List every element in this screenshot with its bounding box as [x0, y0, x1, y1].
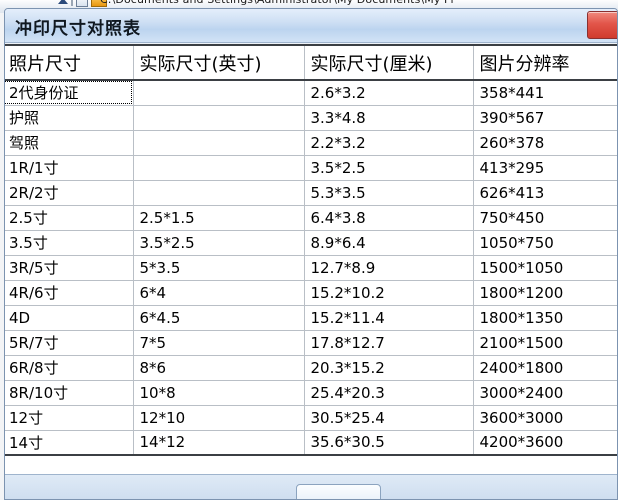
toolbar-separator	[71, 0, 73, 6]
table-cell[interactable]: 15.2*10.2	[303, 279, 474, 306]
table-cell[interactable]	[132, 79, 305, 106]
column-header-actual-size-cm[interactable]: 实际尺寸(厘米)	[303, 44, 474, 81]
table-cell[interactable]: 3.3*4.8	[303, 104, 474, 131]
table-cell[interactable]: 3R/5寸	[5, 254, 134, 281]
table-cell[interactable]: 5R/7寸	[5, 329, 134, 356]
table-cell[interactable]: 15.2*11.4	[303, 304, 474, 331]
table-cell[interactable]: 5*3.5	[132, 254, 305, 281]
table-cell[interactable]: 4R/6寸	[5, 279, 134, 306]
table-cell[interactable]: 护照	[5, 104, 134, 131]
table-cell[interactable]: 12.7*8.9	[303, 254, 474, 281]
table-cell[interactable]: 1800*1200	[472, 279, 617, 306]
table-cell[interactable]: 260*378	[472, 129, 617, 156]
table-cell[interactable]: 6.4*3.8	[303, 204, 474, 231]
table-cell[interactable]: 3600*3000	[472, 404, 617, 431]
table-cell[interactable]: 2.6*3.2	[303, 79, 474, 106]
table-cell[interactable]	[132, 129, 305, 156]
table-cell[interactable]: 1500*1050	[472, 254, 617, 281]
table-cell[interactable]: 8*6	[132, 354, 305, 381]
column-header-actual-size-in[interactable]: 实际尺寸(英寸)	[132, 44, 305, 81]
table-cell[interactable]	[132, 154, 305, 181]
table-cell[interactable]: 14寸	[5, 429, 134, 456]
folder-icon[interactable]	[91, 0, 107, 7]
table-cell[interactable]: 1R/1寸	[5, 154, 134, 181]
table-cell[interactable]: 12*10	[132, 404, 305, 431]
table-row[interactable]: 6R/8寸 8*6 20.3*15.2 2400*1800	[5, 354, 617, 381]
table-header-row: 照片尺寸 实际尺寸(英寸) 实际尺寸(厘米) 图片分辨率	[5, 44, 617, 81]
table-cell[interactable]: 30.5*25.4	[303, 404, 474, 431]
table-cell[interactable]	[132, 179, 305, 206]
table-cell[interactable]: 10*8	[132, 379, 305, 406]
active-cell[interactable]: 2代身份证	[5, 79, 134, 106]
table-cell[interactable]: 3.5*2.5	[132, 229, 305, 256]
table-cell[interactable]: 3000*2400	[472, 379, 617, 406]
table-cell[interactable]: 8.9*6.4	[303, 229, 474, 256]
table-cell[interactable]: 8R/10寸	[5, 379, 134, 406]
window-title: 冲印尺寸对照表	[15, 19, 141, 39]
table-row[interactable]: 2代身份证 2.6*3.2 358*441	[5, 79, 617, 106]
table-cell[interactable]: 5.3*3.5	[303, 179, 474, 206]
table-cell[interactable]: 2R/2寸	[5, 179, 134, 206]
table-row[interactable]: 8R/10寸 10*8 25.4*20.3 3000*2400	[5, 379, 617, 406]
table-cell[interactable]: 1050*750	[472, 229, 617, 256]
table-cell[interactable]: 17.8*12.7	[303, 329, 474, 356]
table-row[interactable]: 4D 6*4.5 15.2*11.4 1800*1350	[5, 304, 617, 331]
bottom-bar	[5, 474, 617, 499]
table-body: 2代身份证 2.6*3.2 358*441 护照 3.3*4.8 390*567 驾照 2.2…	[5, 79, 617, 456]
table-cell[interactable]: 6*4.5	[132, 304, 305, 331]
table-cell[interactable]: 6R/8寸	[5, 354, 134, 381]
table-row[interactable]: 3R/5寸 5*3.5 12.7*8.9 1500*1050	[5, 254, 617, 281]
column-header-photo-size[interactable]: 照片尺寸	[5, 44, 134, 81]
table-cell[interactable]: 驾照	[5, 129, 134, 156]
table-container: 照片尺寸 实际尺寸(英寸) 实际尺寸(厘米) 图片分辨率 2代身份证 2.6*3.…	[5, 44, 617, 476]
table-cell[interactable]: 6*4	[132, 279, 305, 306]
window-titlebar[interactable]: 冲印尺寸对照表	[5, 9, 617, 43]
table-cell[interactable]: 358*441	[472, 79, 617, 106]
table-cell[interactable]: 12寸	[5, 404, 134, 431]
table-cell[interactable]: 2400*1800	[472, 354, 617, 381]
close-icon[interactable]	[587, 11, 617, 39]
table-cell[interactable]: 35.6*30.5	[303, 429, 474, 456]
table-cell[interactable]: 3.5寸	[5, 229, 134, 256]
table-cell[interactable]: 3.5*2.5	[303, 154, 474, 181]
column-header-resolution[interactable]: 图片分辨率	[472, 44, 617, 81]
table-row[interactable]: 1R/1寸 3.5*2.5 413*295	[5, 154, 617, 181]
table-row[interactable]: 12寸 12*10 30.5*25.4 3600*3000	[5, 404, 617, 431]
app-window: 冲印尺寸对照表 照片尺寸 实际尺寸(英寸) 实际尺寸(厘米) 图片分辨率 2代身…	[4, 8, 618, 500]
photo-size-table: 照片尺寸 实际尺寸(英寸) 实际尺寸(厘米) 图片分辨率 2代身份证 2.6*3.…	[5, 44, 617, 456]
table-row[interactable]: 护照 3.3*4.8 390*567	[5, 104, 617, 131]
table-cell[interactable]: 750*450	[472, 204, 617, 231]
ok-button[interactable]	[296, 484, 381, 499]
table-row[interactable]: 4R/6寸 6*4 15.2*10.2 1800*1200	[5, 279, 617, 306]
parent-window-icons	[58, 0, 107, 7]
table-row[interactable]: 2R/2寸 5.3*3.5 626*413	[5, 179, 617, 206]
table-cell[interactable]: 2100*1500	[472, 329, 617, 356]
parent-window-path: C:\Documents and Settings\Administrator\…	[100, 0, 454, 6]
document-icon[interactable]	[76, 0, 88, 7]
chevron-up-icon[interactable]	[58, 0, 68, 4]
table-cell[interactable]: 7*5	[132, 329, 305, 356]
table-cell[interactable]: 20.3*15.2	[303, 354, 474, 381]
table-cell[interactable]: 4D	[5, 304, 134, 331]
table-row[interactable]: 驾照 2.2*3.2 260*378	[5, 129, 617, 156]
table-cell[interactable]: 2.5寸	[5, 204, 134, 231]
table-cell[interactable]	[132, 104, 305, 131]
table-cell[interactable]: 14*12	[132, 429, 305, 456]
table-cell[interactable]: 626*413	[472, 179, 617, 206]
table-row[interactable]: 3.5寸 3.5*2.5 8.9*6.4 1050*750	[5, 229, 617, 256]
table-row[interactable]: 2.5寸 2.5*1.5 6.4*3.8 750*450	[5, 204, 617, 231]
table-row[interactable]: 14寸 14*12 35.6*30.5 4200*3600	[5, 429, 617, 456]
table-cell[interactable]: 1800*1350	[472, 304, 617, 331]
table-cell[interactable]: 413*295	[472, 154, 617, 181]
table-cell[interactable]: 25.4*20.3	[303, 379, 474, 406]
table-cell[interactable]: 4200*3600	[472, 429, 617, 456]
table-cell[interactable]: 390*567	[472, 104, 617, 131]
table-cell[interactable]: 2.2*3.2	[303, 129, 474, 156]
table-row[interactable]: 5R/7寸 7*5 17.8*12.7 2100*1500	[5, 329, 617, 356]
table-cell[interactable]: 2.5*1.5	[132, 204, 305, 231]
